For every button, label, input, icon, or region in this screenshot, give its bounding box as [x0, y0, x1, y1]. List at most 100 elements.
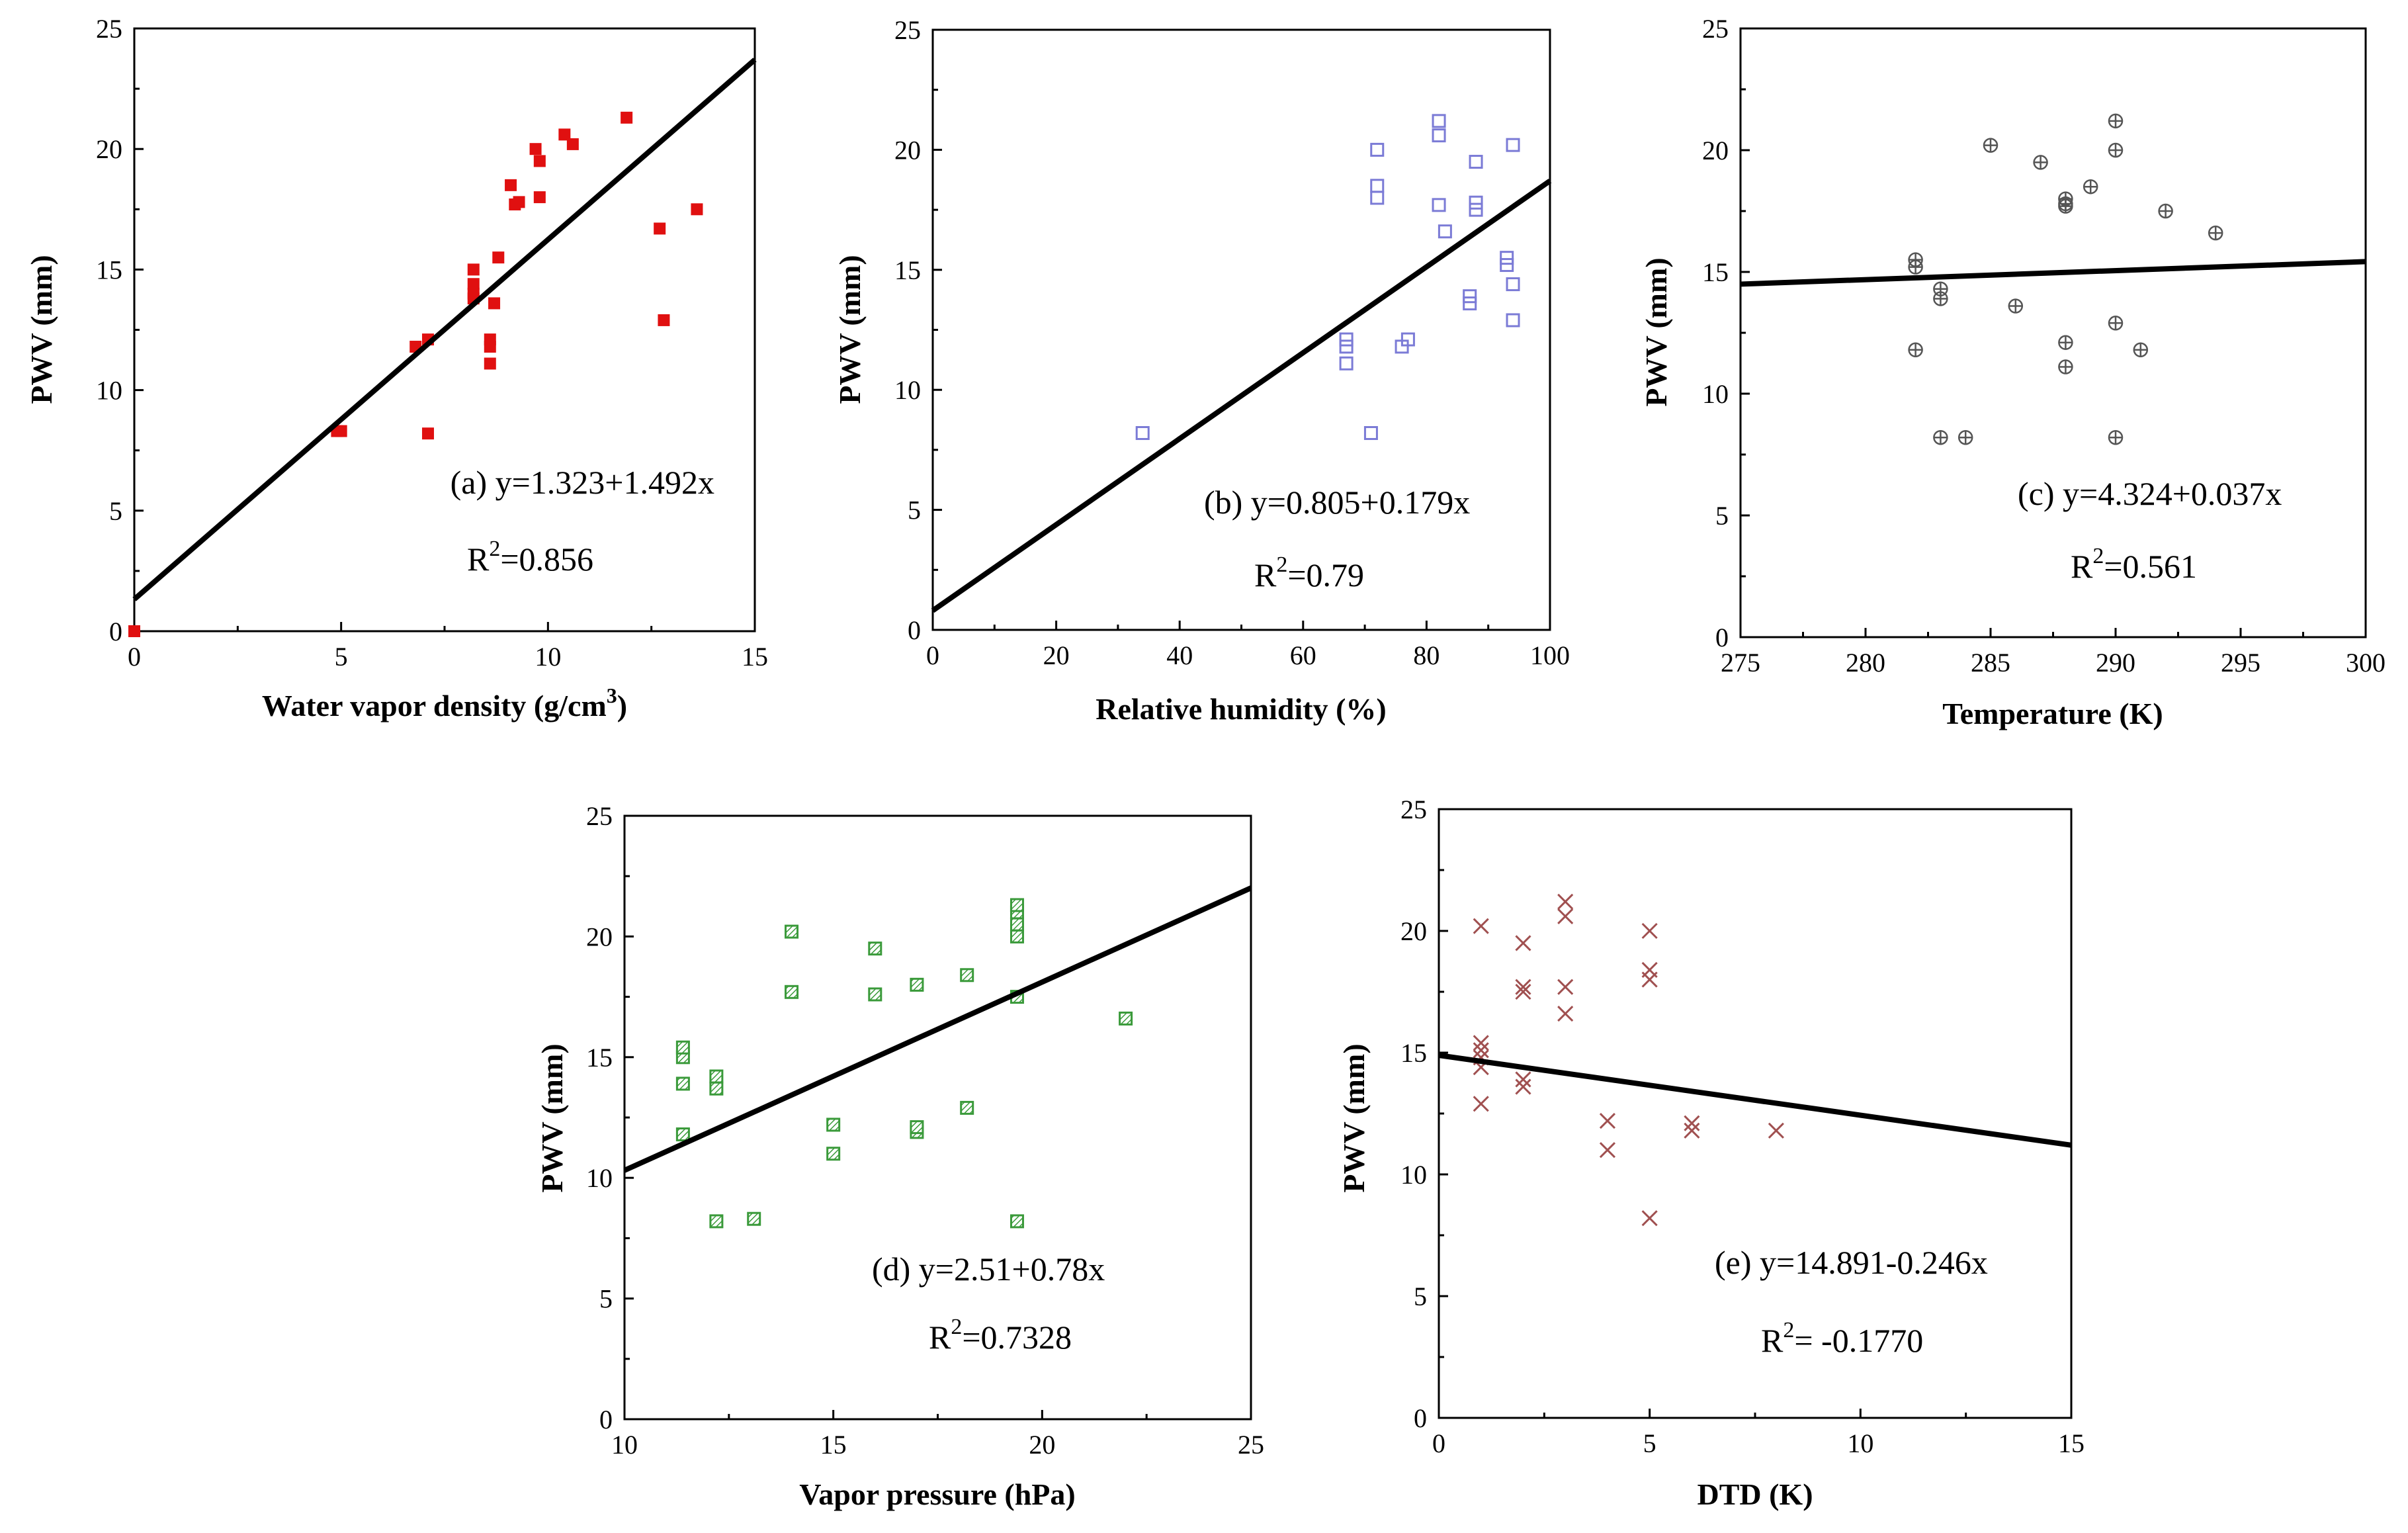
panel-c: 275 280 285 290 295 300 0 5 10 15 20 25 (c) y=4.324…: [1639, 14, 2386, 730]
data-point: [533, 191, 546, 204]
y-tick-label: 0: [1715, 623, 1729, 652]
data-point: [467, 287, 480, 300]
data-point: [1500, 258, 1514, 273]
fit-line: [623, 885, 1252, 1173]
data-point: [1515, 935, 1531, 951]
data-point: [558, 128, 571, 141]
data-point: [467, 263, 480, 276]
data-point: [1557, 1006, 1574, 1022]
data-point: [335, 425, 347, 437]
data-points: [1473, 893, 1784, 1227]
equation-label: (b) y=0.805+0.179x: [1204, 484, 1470, 521]
data-point: [1473, 1096, 1489, 1112]
r2-label: R2=0.856: [467, 537, 593, 578]
data-point: [960, 1100, 974, 1115]
data-point: [1641, 922, 1658, 940]
data-point: [2033, 155, 2048, 170]
data-point: [1933, 281, 1948, 297]
data-point: [2208, 225, 2223, 241]
data-point: [1500, 251, 1514, 265]
x-tick-label: 0: [926, 640, 939, 670]
data-point: [1010, 929, 1024, 943]
data-point: [1469, 155, 1483, 169]
data-point: [1438, 224, 1452, 239]
x-tick-label: 20: [1029, 1430, 1055, 1460]
data-point: [1469, 202, 1483, 217]
data-point: [826, 1147, 841, 1161]
data-point: [2108, 316, 2124, 331]
data-point: [1432, 128, 1446, 143]
data-point: [2083, 179, 2098, 195]
data-point: [709, 1214, 724, 1229]
equation-label: (c) y=4.324+0.037x: [2018, 475, 2282, 512]
y-axis-title: PWV (mm): [1337, 1043, 1371, 1192]
x-tick-label: 290: [2096, 648, 2135, 678]
x-tick-label: 300: [2346, 648, 2386, 678]
data-point: [1463, 289, 1477, 304]
data-point: [910, 977, 924, 992]
y-tick-label: 5: [1414, 1282, 1427, 1311]
data-point: [1473, 918, 1489, 934]
data-point: [675, 1040, 690, 1055]
equation-label: (a) y=1.323+1.492x: [451, 464, 714, 501]
data-point: [1933, 429, 1948, 445]
data-point: [1432, 114, 1446, 128]
data-point: [1515, 1078, 1531, 1095]
data-point: [675, 1127, 690, 1142]
y-tick-label: 10: [96, 376, 122, 406]
y-tick-label: 25: [96, 14, 122, 44]
data-point: [1473, 1035, 1489, 1051]
data-point: [654, 222, 666, 235]
data-point: [2108, 113, 2124, 129]
panel-b: 0 20 40 60 80 100 0 5 10 15 20 25 (b) y=0.805+0.179…: [833, 15, 1570, 726]
data-point: [691, 203, 703, 216]
y-axis-title: PWV (mm): [535, 1043, 569, 1192]
data-point: [1983, 138, 1999, 153]
data-point: [1370, 142, 1385, 157]
data-point: [1641, 1210, 1658, 1227]
data-point: [1768, 1122, 1784, 1139]
data-point: [675, 1076, 690, 1091]
y-tick-label: 5: [908, 496, 921, 525]
data-point: [1515, 1071, 1531, 1088]
data-point: [1135, 426, 1150, 441]
y-tick-label: 10: [1400, 1160, 1427, 1190]
x-tick-label: 5: [1643, 1428, 1656, 1458]
y-tick-label: 0: [1414, 1403, 1427, 1433]
r2-label: R2=0.79: [1254, 552, 1364, 593]
y-tick-label: 25: [1702, 14, 1729, 44]
fit-line: [132, 58, 757, 601]
data-point: [1506, 277, 1520, 292]
data-point: [658, 314, 670, 326]
y-tick-label: 20: [1702, 136, 1729, 165]
y-tick-label: 20: [894, 135, 921, 165]
y-tick-label: 5: [599, 1284, 613, 1314]
x-tick-label: 285: [1971, 648, 2010, 678]
x-tick-label: 10: [1847, 1428, 1873, 1458]
data-point: [1469, 195, 1483, 210]
x-tick-label: 40: [1166, 640, 1193, 670]
data-point: [1432, 198, 1446, 212]
y-tick-label: 20: [1400, 916, 1427, 946]
y-tick-label: 5: [109, 496, 122, 526]
data-point: [709, 1081, 724, 1096]
y-tick-label: 15: [96, 255, 122, 285]
data-point: [1363, 426, 1378, 441]
data-point: [1339, 332, 1354, 347]
data-point: [128, 625, 140, 637]
r2-label: R2=0.7328: [929, 1315, 1072, 1356]
data-point: [1370, 191, 1385, 205]
panel-a: 0 5 10 15 0 5 10 15 20 25 (a) y=1.323+1.492x R2=0…: [24, 14, 768, 723]
data-point: [2058, 359, 2073, 374]
x-tick-label: 100: [1530, 640, 1570, 670]
data-point: [2108, 142, 2124, 158]
data-points: [1135, 114, 1520, 441]
y-tick-label: 25: [894, 15, 921, 45]
x-tick-label: 295: [2221, 648, 2260, 678]
data-point: [868, 987, 882, 1002]
x-tick-label: 25: [1238, 1430, 1264, 1460]
x-axis-title: Relative humidity (%): [1096, 692, 1387, 726]
y-tick-label: 15: [894, 255, 921, 285]
data-point: [1515, 983, 1531, 1000]
